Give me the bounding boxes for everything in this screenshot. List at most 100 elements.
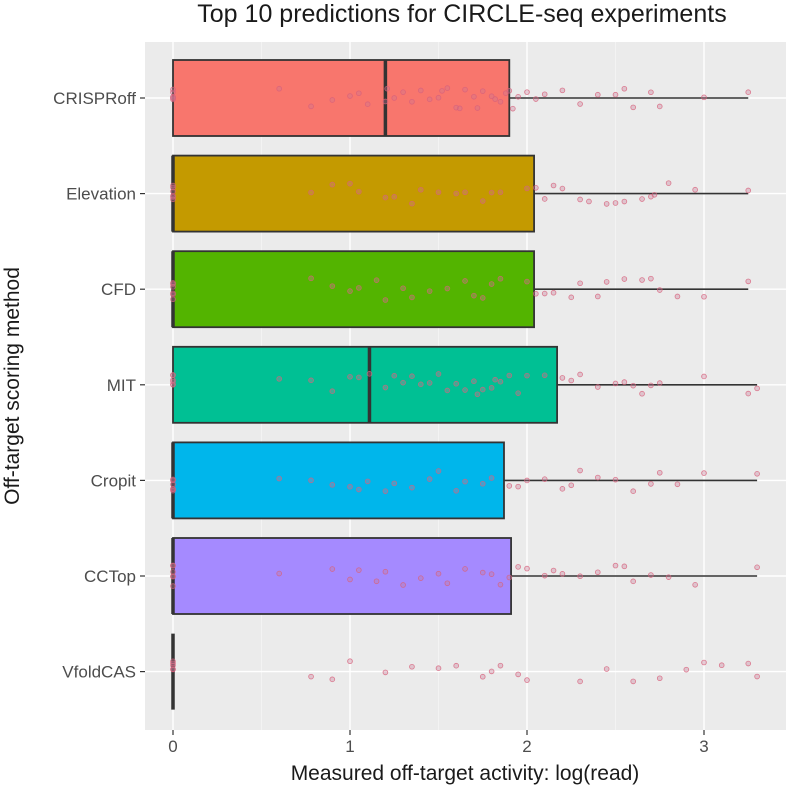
data-point <box>603 666 610 672</box>
data-point <box>577 280 583 287</box>
data-point <box>329 676 336 683</box>
data-point <box>648 382 654 389</box>
data-point <box>648 481 654 487</box>
data-point <box>718 662 725 669</box>
data-point <box>373 578 380 585</box>
x-axis-title: Measured off-target activity: log(read) <box>291 762 640 785</box>
data-point <box>524 185 530 192</box>
data-point <box>656 675 663 682</box>
box-cctop <box>171 537 758 615</box>
data-point <box>568 377 575 384</box>
data-point <box>366 371 373 377</box>
data-point <box>559 571 566 577</box>
data-point <box>577 101 583 107</box>
data-point <box>754 471 760 477</box>
data-point <box>347 658 353 665</box>
data-point <box>308 377 314 384</box>
data-point <box>409 484 415 491</box>
data-point <box>754 385 760 392</box>
data-point <box>276 475 283 482</box>
data-point <box>170 184 176 191</box>
data-point <box>506 87 513 94</box>
data-point <box>630 678 636 685</box>
data-point <box>170 188 176 195</box>
data-point <box>701 373 707 380</box>
data-point <box>276 85 283 92</box>
data-point <box>568 294 575 301</box>
box-elevation <box>171 154 749 233</box>
data-point <box>492 96 498 102</box>
data-point <box>170 666 176 672</box>
data-point <box>674 293 681 300</box>
data-point <box>586 198 592 205</box>
data-point <box>453 380 460 387</box>
data-point <box>621 276 628 282</box>
data-point <box>308 477 314 484</box>
data-point <box>497 98 504 105</box>
data-point <box>701 94 707 101</box>
data-point <box>745 660 752 667</box>
y-axis: CRISPRoff Elevation CFD MIT Cropit CCTop Vfold… <box>53 89 145 682</box>
data-point <box>391 372 398 379</box>
data-point <box>541 372 548 379</box>
data-point <box>170 583 176 589</box>
data-point <box>462 387 468 393</box>
data-point <box>603 201 610 207</box>
data-point <box>426 380 433 386</box>
data-point <box>462 86 468 93</box>
data-point <box>488 385 495 391</box>
data-point <box>170 476 176 483</box>
data-point <box>488 475 495 481</box>
data-point <box>524 565 530 572</box>
data-point <box>347 288 353 294</box>
data-point <box>308 103 314 110</box>
data-point <box>656 103 663 110</box>
data-point <box>648 275 654 282</box>
data-point <box>506 372 513 379</box>
data-point <box>170 569 176 575</box>
data-point <box>409 373 415 379</box>
data-point <box>568 482 575 489</box>
data-point <box>426 476 433 482</box>
data-point <box>400 582 406 588</box>
data-point <box>462 478 468 485</box>
data-point <box>409 200 415 207</box>
data-point <box>665 180 672 186</box>
data-point <box>630 104 636 111</box>
data-point <box>524 677 530 683</box>
box-cropit <box>171 441 758 520</box>
data-point <box>347 374 353 380</box>
data-point <box>435 468 442 474</box>
data-point <box>550 567 557 574</box>
data-point <box>559 486 566 492</box>
data-point <box>577 678 583 685</box>
data-point <box>533 185 539 191</box>
data-point <box>391 194 398 200</box>
data-point <box>515 564 521 570</box>
data-point <box>471 292 477 299</box>
y-tick-label: Elevation <box>66 185 136 204</box>
data-point <box>594 293 601 300</box>
data-point <box>745 187 752 194</box>
box-body <box>172 154 535 233</box>
data-point <box>594 384 601 390</box>
data-point <box>382 488 389 494</box>
data-point <box>692 186 698 193</box>
data-point <box>426 96 433 103</box>
data-point <box>497 275 504 282</box>
data-point <box>506 483 513 489</box>
data-point <box>754 564 760 571</box>
data-point <box>533 96 539 102</box>
data-point <box>373 277 380 283</box>
data-point <box>382 669 389 676</box>
data-point <box>462 566 468 572</box>
data-point <box>754 673 760 680</box>
data-point <box>488 668 495 675</box>
data-point <box>692 582 698 588</box>
data-point <box>400 285 406 292</box>
data-point <box>648 89 654 96</box>
data-point <box>639 196 645 202</box>
data-point <box>506 574 513 581</box>
data-point <box>630 578 636 585</box>
